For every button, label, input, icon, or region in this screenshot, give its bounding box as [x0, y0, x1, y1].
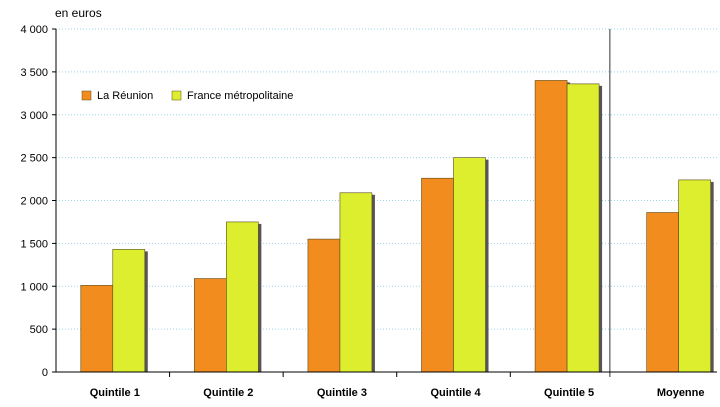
- bar: [339, 192, 373, 373]
- y-tick-label: 0: [42, 367, 48, 379]
- y-axis-ticks: 0 500 1 000 1 500 2 000 2 500 3 000 3 500 4 000: [20, 24, 56, 379]
- y-tick-label: 3 000: [20, 110, 48, 122]
- legend-label: La Réunion: [97, 90, 153, 102]
- y-tick-label: 1 500: [20, 238, 48, 250]
- x-tick-label: Moyenne: [657, 387, 705, 399]
- y-unit-label: en euros: [55, 6, 102, 20]
- bar: [226, 221, 259, 373]
- bars: [80, 80, 714, 373]
- y-tick-label: 2 500: [20, 153, 48, 165]
- bar: [421, 177, 454, 373]
- bar: [534, 80, 568, 373]
- bar: [566, 83, 600, 373]
- x-tick-label: Quintile 1: [90, 387, 140, 399]
- bar: [112, 249, 146, 373]
- x-axis-labels: Quintile 1 Quintile 2 Quintile 3 Quintile 4…: [90, 387, 705, 399]
- bar: [194, 278, 227, 373]
- y-tick-label: 3 500: [20, 67, 48, 79]
- bar: [646, 212, 679, 373]
- y-tick-label: 2 000: [20, 196, 48, 208]
- y-tick-label: 4 000: [20, 24, 48, 36]
- legend-swatch: [81, 90, 92, 101]
- legend-swatch: [171, 90, 182, 101]
- legend: La Réunion France métropolitaine: [81, 90, 293, 102]
- x-tick-label: Quintile 4: [430, 387, 481, 399]
- bar: [307, 238, 341, 373]
- bar: [453, 157, 486, 373]
- x-tick-label: Quintile 2: [203, 387, 253, 399]
- y-tick-label: 500: [30, 324, 48, 336]
- x-tick-label: Quintile 3: [317, 387, 367, 399]
- axes: [55, 29, 717, 377]
- x-tick-label: Quintile 5: [544, 387, 594, 399]
- gridlines: [56, 28, 717, 330]
- legend-label: France métropolitaine: [187, 90, 293, 102]
- y-tick-label: 1 000: [20, 281, 48, 293]
- bar: [80, 285, 114, 373]
- bar: [678, 179, 711, 373]
